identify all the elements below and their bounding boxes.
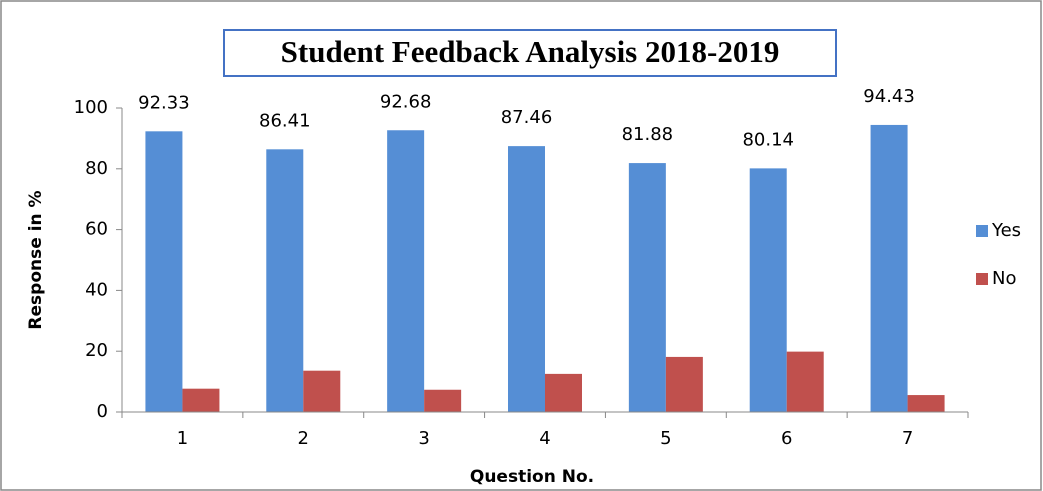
y-tick-label: 20 xyxy=(85,340,108,361)
legend-swatch xyxy=(976,225,988,237)
y-tick-label: 0 xyxy=(97,401,108,422)
bar xyxy=(665,356,703,412)
bar xyxy=(182,388,220,412)
x-tick-label: 4 xyxy=(539,428,550,449)
bar xyxy=(907,395,945,412)
x-tick-label: 1 xyxy=(177,428,188,449)
bar xyxy=(303,370,341,412)
bar xyxy=(545,373,582,412)
x-tick-label: 5 xyxy=(660,428,671,449)
bar xyxy=(145,131,183,412)
x-tick-label: 7 xyxy=(902,428,913,449)
legend-label: No xyxy=(992,268,1016,289)
bar xyxy=(870,124,908,412)
y-tick-label: 80 xyxy=(85,158,108,179)
data-label: 81.88 xyxy=(622,124,674,145)
data-label: 80.14 xyxy=(742,129,794,150)
y-axis-label: Response in % xyxy=(26,190,46,329)
legend-label: Yes xyxy=(991,220,1021,241)
bar xyxy=(749,168,787,412)
x-tick-label: 2 xyxy=(298,428,309,449)
bar xyxy=(424,389,462,412)
y-tick-label: 60 xyxy=(85,219,108,240)
x-tick-label: 3 xyxy=(418,428,429,449)
data-label: 87.46 xyxy=(501,107,553,128)
bar xyxy=(508,146,545,413)
chart-title: Student Feedback Analysis 2018-2019 xyxy=(281,34,780,69)
title-box xyxy=(223,29,837,77)
bar xyxy=(266,149,304,412)
x-axis-label: Question No. xyxy=(470,467,594,487)
data-label: 94.43 xyxy=(863,86,915,107)
bar xyxy=(786,351,824,412)
y-tick-label: 100 xyxy=(74,97,108,118)
legend-swatch xyxy=(976,273,988,285)
x-tick-label: 6 xyxy=(781,428,792,449)
bar xyxy=(387,130,425,412)
y-tick-label: 40 xyxy=(85,279,108,300)
bar xyxy=(628,163,666,412)
data-label: 92.33 xyxy=(138,92,190,113)
data-label: 92.68 xyxy=(380,91,432,112)
data-label: 86.41 xyxy=(259,110,311,131)
